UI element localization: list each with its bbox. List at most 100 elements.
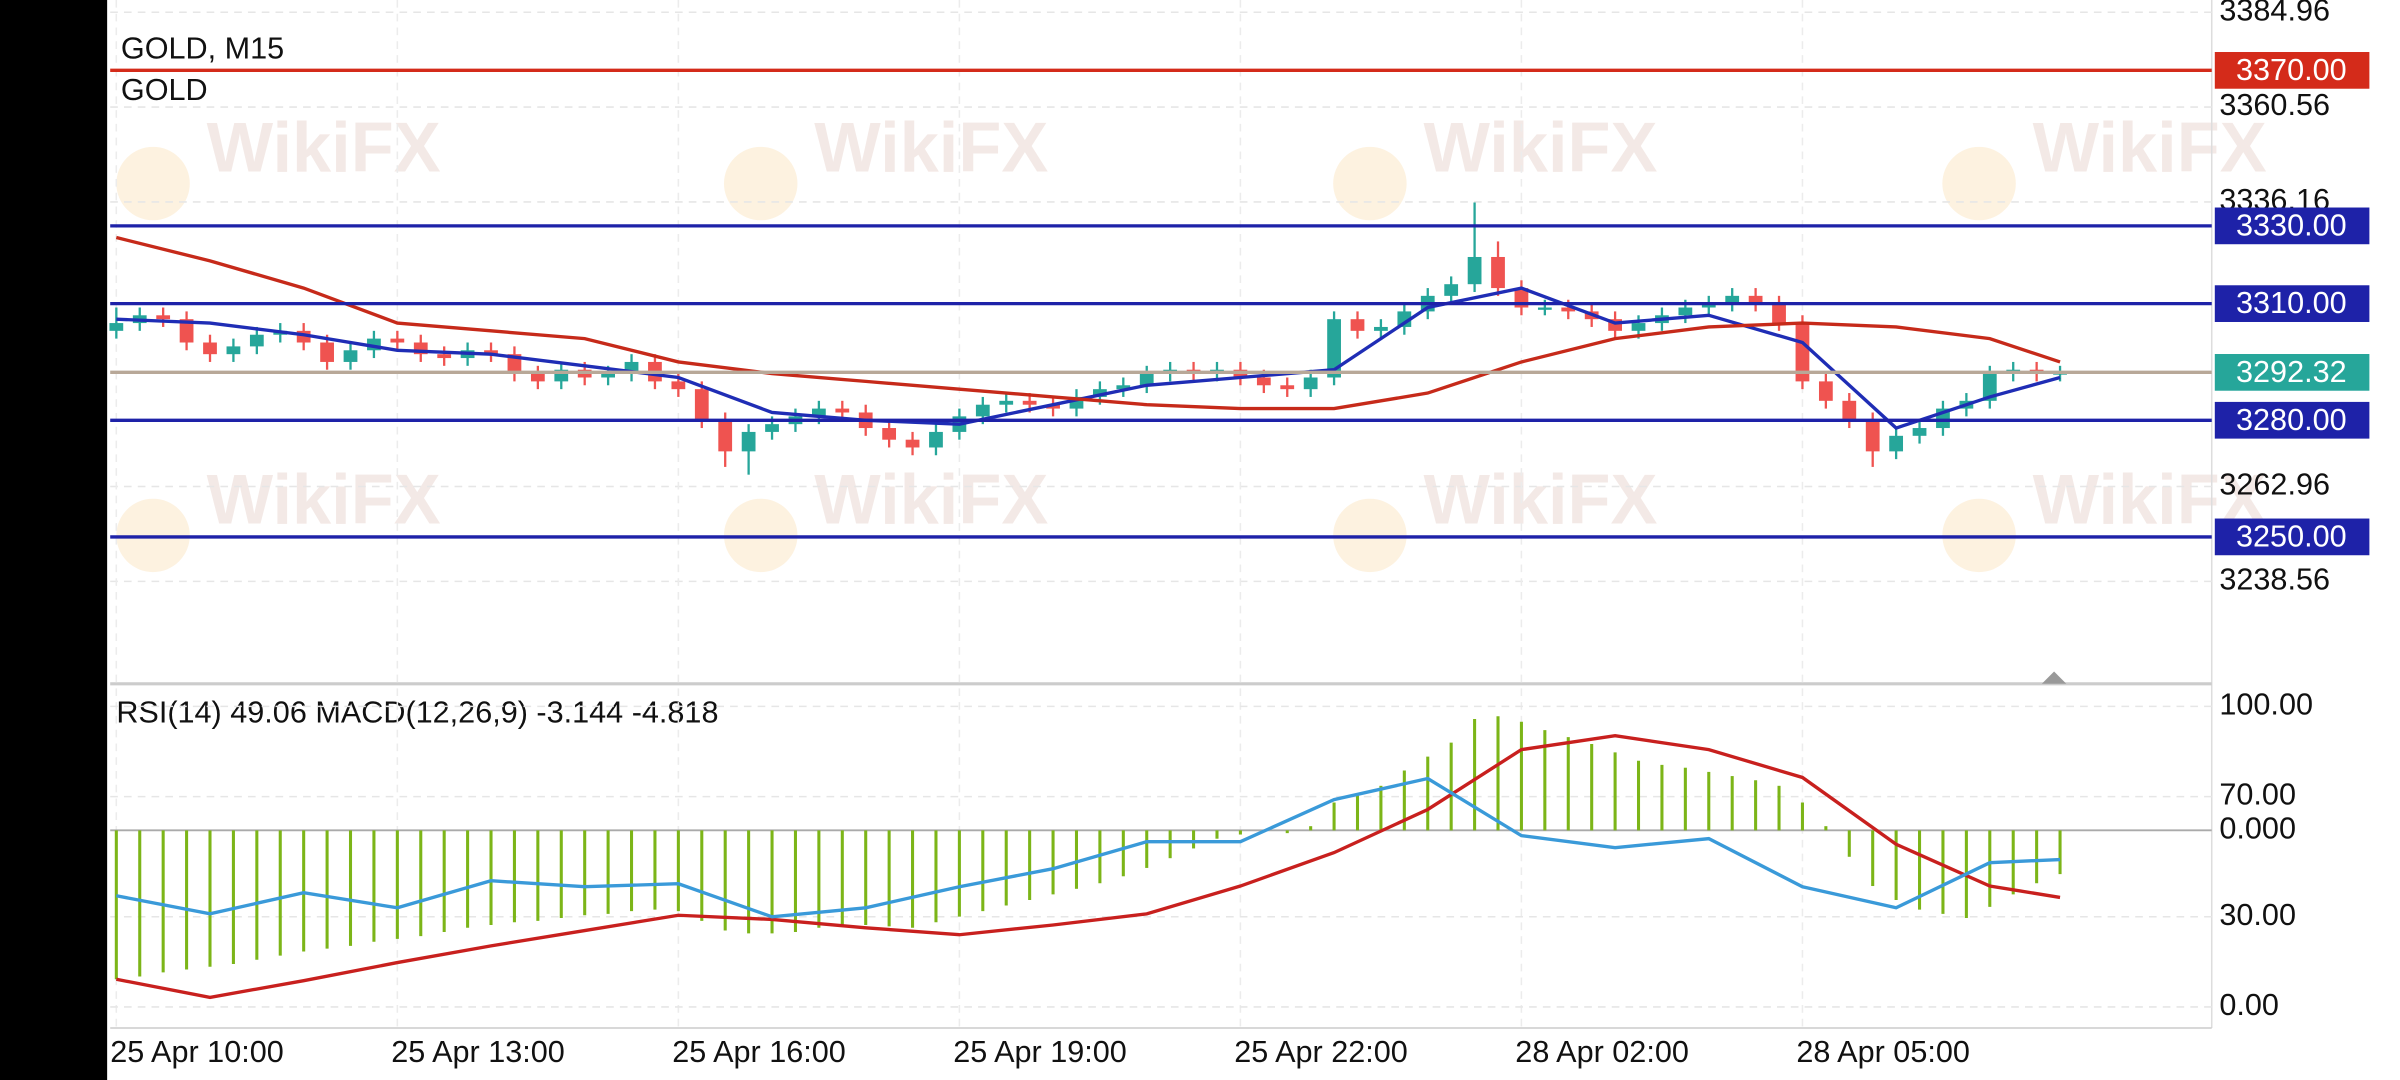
candle-body <box>999 400 1014 405</box>
candle-body <box>835 408 850 413</box>
watermark: WikiFX <box>1423 108 1657 187</box>
candle-body <box>413 342 428 355</box>
candle-body <box>320 342 334 362</box>
candle-body <box>367 338 381 351</box>
candle-body <box>624 361 639 374</box>
candle-body <box>1748 295 1763 304</box>
candle-body <box>1046 404 1060 409</box>
candle-body <box>882 428 897 440</box>
candle-body <box>975 404 990 417</box>
symbol-title: GOLD, M15 <box>121 32 284 66</box>
candle-body <box>765 424 779 432</box>
moving-average <box>116 286 2061 430</box>
watermark: WikiFX <box>207 459 441 538</box>
candle-body <box>1725 295 1740 304</box>
price-level-box <box>2214 354 2370 391</box>
watermark-logo <box>723 146 798 221</box>
candle-body <box>226 346 241 355</box>
candle-body <box>601 373 615 378</box>
x-tick-label: 28 Apr 05:00 <box>1796 1035 1970 1069</box>
price-level-label: 3310.00 <box>2236 286 2347 320</box>
x-tick-label: 25 Apr 16:00 <box>672 1035 846 1069</box>
candle-body <box>1772 303 1786 324</box>
candle-body <box>1537 307 1552 310</box>
panel-resize-handle[interactable] <box>2041 671 2067 684</box>
candle-body <box>1701 303 1716 308</box>
watermark: WikiFX <box>207 108 441 187</box>
candle-body <box>1397 311 1412 327</box>
candle-body <box>1280 385 1295 390</box>
price-level-box <box>2214 52 2370 89</box>
candle-body <box>1093 389 1107 397</box>
candle-body <box>109 323 124 331</box>
candle-body <box>390 338 405 343</box>
candle-body <box>1889 435 1904 452</box>
candle-body <box>1327 319 1341 378</box>
candle-body <box>1069 396 1084 409</box>
candle-body <box>1116 385 1131 390</box>
candle-body <box>1561 307 1576 312</box>
candle-body <box>1139 373 1154 386</box>
y-tick-label: 70.00 <box>2219 778 2296 812</box>
y-tick-label: 3360.56 <box>2219 88 2330 122</box>
x-tick-label: 25 Apr 10:00 <box>110 1035 284 1069</box>
candle-body <box>530 373 545 382</box>
candle-body <box>1491 256 1505 289</box>
candle-body <box>1303 377 1318 390</box>
left-bezel <box>0 0 108 1080</box>
candle-body <box>1912 428 1927 436</box>
price-level-box <box>2214 401 2370 439</box>
price-level-label: 3330.00 <box>2236 208 2347 242</box>
candle-body <box>484 350 498 355</box>
symbol-subtitle: GOLD <box>121 73 208 107</box>
candle-body <box>929 431 943 448</box>
price-level-box <box>2214 207 2370 245</box>
candle-body <box>1608 319 1622 331</box>
candle-body <box>156 315 171 320</box>
candle-body <box>1374 326 1388 331</box>
price-level-label: 3370.00 <box>2236 53 2347 87</box>
candle-body <box>554 369 569 382</box>
candle-body <box>741 431 756 452</box>
y-tick-label: 3262.96 <box>2219 468 2330 502</box>
y-tick-label: 30.00 <box>2219 898 2296 932</box>
candle-body <box>249 334 264 347</box>
candle-body <box>1982 373 1997 401</box>
candle-body <box>1818 381 1833 401</box>
x-tick-label: 25 Apr 13:00 <box>391 1035 565 1069</box>
watermark: WikiFX <box>1423 459 1657 538</box>
y-tick-label: 100.00 <box>2219 688 2313 722</box>
candle-body <box>1795 323 1810 382</box>
indicator-line <box>116 734 2061 1000</box>
y-tick-label: 0.00 <box>2219 988 2279 1022</box>
watermark: WikiFX <box>814 459 1048 538</box>
candle-body <box>1256 377 1271 386</box>
x-tick-label: 25 Apr 22:00 <box>1234 1035 1408 1069</box>
candle-body <box>296 330 311 343</box>
x-tick-label: 25 Apr 19:00 <box>953 1035 1127 1069</box>
price-level-label: 3250.00 <box>2236 520 2347 554</box>
candle-body <box>1865 420 1880 452</box>
price-level-label: 3280.00 <box>2236 403 2347 437</box>
moving-average <box>115 235 2061 411</box>
candle-body <box>671 381 686 390</box>
candle-body <box>1444 284 1459 296</box>
candle-body <box>694 389 709 421</box>
price-level-box <box>2214 518 2370 556</box>
y-tick-label: 3384.96 <box>2219 0 2330 27</box>
watermarks: WikiFX WikiFX WikiFX WikiFX WikiFX WikiFX Wiki… <box>116 108 2267 573</box>
candle-body <box>1022 400 1037 405</box>
candle-body <box>203 342 217 355</box>
indicator-line <box>116 776 2061 919</box>
candle-body <box>1678 307 1693 316</box>
watermark-logo <box>116 146 190 221</box>
indicator-title: RSI(14) 49.06 MACD(12,26,9) -3.144 -4.81… <box>116 695 718 729</box>
price-level-label: 3292.32 <box>2236 355 2347 389</box>
watermark-logo <box>1333 146 1407 221</box>
watermark-logo <box>1942 146 2016 221</box>
candle-body <box>1350 319 1365 331</box>
candle-body <box>343 350 358 362</box>
watermark: WikiFX <box>814 108 1048 187</box>
